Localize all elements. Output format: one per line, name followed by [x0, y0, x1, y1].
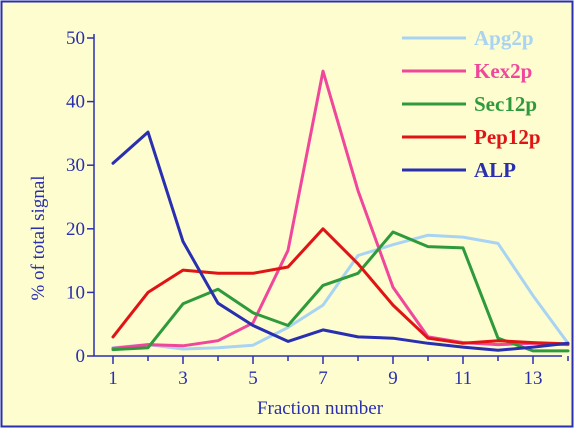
series-line-kex2p	[111, 69, 570, 350]
x-tick-label: 1	[108, 368, 118, 389]
y-tick-label: 20	[66, 219, 85, 240]
legend-label-pep12p: Pep12p	[474, 125, 541, 149]
legend-label-sec12p: Sec12p	[474, 92, 537, 116]
x-tick-label: 7	[318, 368, 328, 389]
x-axis-title: Fraction number	[257, 398, 384, 419]
y-tick-label: 50	[66, 28, 85, 49]
x-tick-label: 11	[454, 368, 472, 389]
y-tick-label: 0	[76, 346, 86, 367]
series-lines	[111, 69, 570, 353]
x-tick-label: 9	[388, 368, 398, 389]
series-line-sec12p	[111, 230, 570, 353]
x-tick-label: 5	[248, 368, 258, 389]
legend-label-kex2p: Kex2p	[474, 59, 532, 83]
legend: Apg2p Kex2p Sec12p Pep12p ALP	[402, 26, 541, 182]
series-line-alp	[111, 130, 570, 352]
y-tick-label: 30	[66, 155, 85, 176]
y-tick-label: 40	[66, 92, 85, 113]
legend-label-alp: ALP	[474, 158, 516, 182]
legend-label-apg2p: Apg2p	[474, 26, 534, 50]
y-axis-title: % of total signal	[28, 175, 49, 300]
y-tick-label: 10	[66, 282, 85, 303]
x-tick-label: 3	[178, 368, 188, 389]
series-line-pep12p	[111, 227, 570, 346]
x-tick-label: 13	[524, 368, 543, 389]
